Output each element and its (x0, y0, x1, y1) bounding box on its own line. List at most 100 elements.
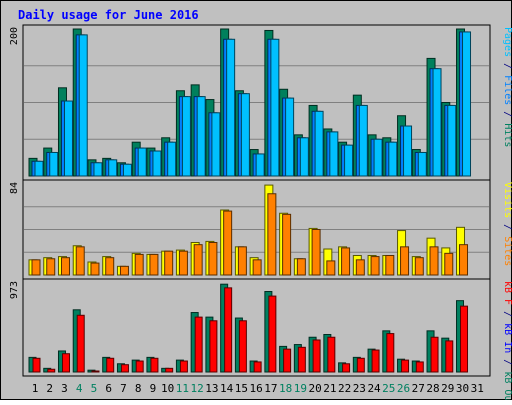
bar (371, 349, 380, 373)
bar (283, 348, 292, 373)
x-tick-label: 27 (412, 382, 425, 395)
legend-entry: Sites (502, 236, 512, 266)
bar (444, 252, 454, 276)
bar (47, 368, 56, 373)
bar (268, 295, 277, 373)
x-tick-label: 17 (264, 382, 277, 395)
bar (355, 259, 365, 276)
x-tick-label: 16 (250, 382, 263, 395)
bar (32, 357, 41, 373)
bar (134, 253, 144, 276)
bar (49, 151, 59, 177)
bar (122, 163, 132, 177)
legend-entry: / (502, 218, 512, 236)
legend-entry: Pages (502, 27, 512, 57)
series-legend: kB F / kB In / kB Out (502, 281, 512, 400)
bar (226, 38, 236, 177)
bar (267, 193, 277, 276)
bar (75, 246, 85, 276)
x-tick-label: 9 (150, 382, 157, 395)
bar (31, 259, 41, 276)
bar (91, 370, 100, 373)
panel-middle: 84 Visits / Sites (9, 179, 512, 280)
bar (120, 364, 129, 373)
x-tick-label: 2 (46, 382, 53, 395)
bar (373, 138, 383, 177)
bar (314, 110, 324, 177)
series-pages (34, 31, 472, 177)
bar (430, 336, 439, 373)
bar (105, 257, 115, 276)
x-tick-label: 6 (105, 382, 112, 395)
y-max-tick-label: 973 (9, 281, 20, 299)
legend-entry: / (502, 57, 512, 75)
bar (135, 360, 144, 373)
bar (78, 34, 88, 177)
x-tick-label: 25 (382, 382, 395, 395)
chart-title: Daily usage for June 2016 (18, 8, 199, 22)
panel-bottom: 973 kB F / kB In / kB Out (9, 278, 512, 405)
x-tick-label: 29 (441, 382, 454, 395)
bar (400, 246, 410, 276)
x-tick-label: 4 (76, 382, 83, 395)
bar (179, 360, 188, 373)
x-tick-label: 13 (205, 382, 218, 395)
x-tick-label: 24 (367, 382, 381, 395)
bar (178, 250, 188, 276)
bar (312, 339, 321, 373)
legend-entry: Visits (502, 182, 512, 218)
series-kb-f (32, 287, 469, 373)
panel-top: 200 Pages / Files / Hits (9, 24, 512, 181)
bar (76, 314, 85, 373)
bar (282, 213, 292, 276)
bar (238, 320, 247, 373)
bar (224, 287, 233, 373)
legend-entry: Files (502, 75, 512, 105)
x-tick-label: 20 (308, 382, 321, 395)
bar (462, 31, 472, 177)
bar (417, 151, 427, 177)
bar (252, 259, 262, 276)
bar (211, 112, 221, 177)
y-max-tick-label: 200 (9, 27, 20, 45)
x-tick-label: 28 (426, 382, 439, 395)
bar (311, 229, 321, 276)
bar (253, 361, 262, 373)
bar (61, 353, 70, 373)
bar (285, 97, 295, 177)
legend-entry: Hits (502, 123, 512, 147)
bar (358, 104, 368, 177)
bar (356, 357, 365, 373)
bar (270, 38, 280, 177)
x-tick-label: 7 (120, 382, 127, 395)
y-max-tick-label: 84 (9, 182, 20, 194)
bar (385, 255, 395, 276)
bar (167, 141, 177, 177)
series-legend: Visits / Sites (502, 182, 512, 266)
bar (415, 361, 424, 373)
bar (401, 359, 410, 373)
legend-entry: kB In (502, 323, 512, 353)
bar (255, 153, 265, 177)
bar (208, 242, 218, 276)
x-tick-label: 1 (32, 382, 39, 395)
legend-entry: / (502, 305, 512, 323)
x-tick-label: 10 (161, 382, 174, 395)
bar (196, 96, 206, 177)
bar (326, 260, 336, 276)
bar (342, 363, 351, 373)
x-tick-label: 11 (176, 382, 189, 395)
x-axis: 1 2 3 4 5 6 7 8 9 10 11 12 13 14 15 16 17 18 19 20 21 22 23 24 2… (32, 382, 484, 395)
x-tick-label: 8 (135, 382, 142, 395)
series-sites (31, 193, 469, 276)
bar (329, 131, 339, 177)
bar (108, 159, 118, 177)
bar (150, 357, 159, 373)
bar (223, 210, 233, 276)
bar (429, 246, 439, 276)
legend-entry: / (502, 353, 512, 371)
bar (209, 320, 218, 373)
bar (181, 96, 191, 177)
